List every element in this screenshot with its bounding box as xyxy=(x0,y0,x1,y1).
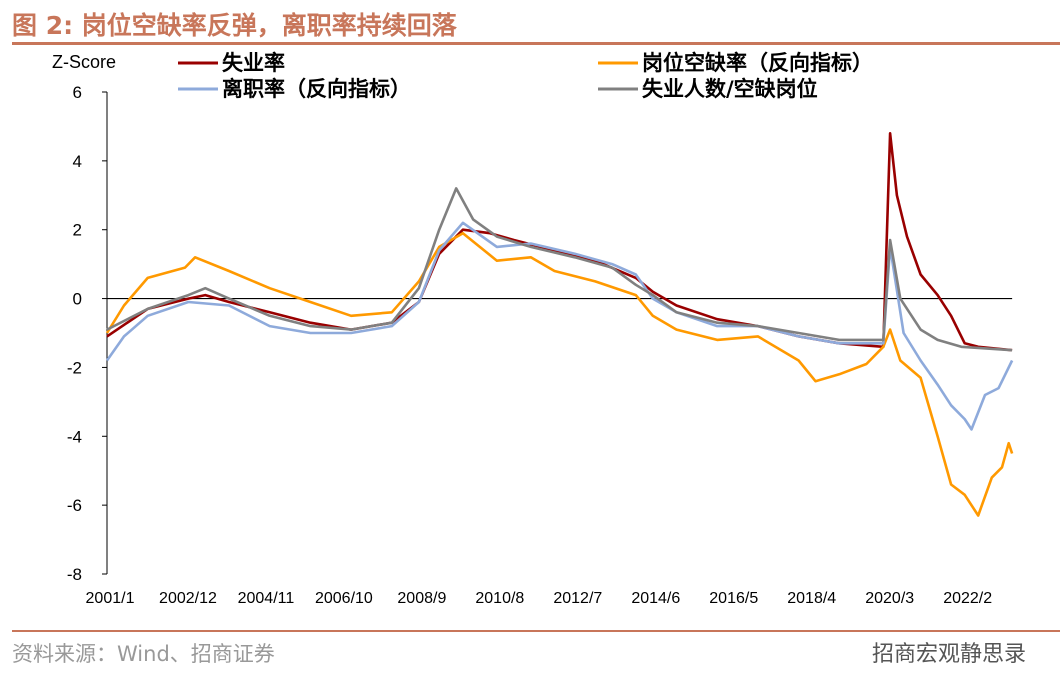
x-tick-label: 2008/9 xyxy=(397,590,446,607)
y-tick-label: -4 xyxy=(67,427,82,446)
title-divider xyxy=(12,42,1060,45)
x-tick-label: 2002/12 xyxy=(159,590,217,607)
y-tick-label: 2 xyxy=(73,221,82,240)
x-tick-label: 2020/3 xyxy=(865,590,914,607)
legend-label: 岗位空缺率（反向指标） xyxy=(642,51,873,75)
legend-label: 离职率（反向指标） xyxy=(222,77,411,101)
x-tick-label: 2018/4 xyxy=(787,590,836,607)
x-tick-label: 2016/5 xyxy=(709,590,758,607)
x-tick-label: 2010/8 xyxy=(475,590,524,607)
y-tick-label: -6 xyxy=(67,496,82,515)
series-line xyxy=(105,221,1014,431)
footer-divider xyxy=(12,630,1060,632)
x-tick-label: 2001/1 xyxy=(86,590,135,607)
y-tick-label: 6 xyxy=(73,83,82,102)
series-line xyxy=(105,231,1014,517)
watermark: 招商宏观静思录 xyxy=(871,642,1026,667)
y-tick-label: -8 xyxy=(67,565,82,584)
x-tick-label: 2006/10 xyxy=(315,590,373,607)
y-tick-label: -2 xyxy=(67,358,82,377)
y-tick-label: 4 xyxy=(73,152,82,171)
series-line xyxy=(106,187,1013,352)
y-tick-label: 0 xyxy=(73,290,82,309)
y-axis-label: Z-Score xyxy=(52,52,116,72)
legend-label: 失业人数/空缺岗位 xyxy=(642,77,818,101)
legend-label: 失业率 xyxy=(222,51,285,75)
source-note: 资料来源：Wind、招商证券 xyxy=(12,642,275,666)
x-tick-label: 2012/7 xyxy=(553,590,602,607)
x-tick-label: 2022/2 xyxy=(943,590,992,607)
x-tick-label: 2014/6 xyxy=(631,590,680,607)
figure-title: 图 2: 岗位空缺率反弹，离职率持续回落 xyxy=(12,11,457,40)
series-line xyxy=(106,132,1013,352)
x-tick-label: 2004/11 xyxy=(238,590,295,607)
